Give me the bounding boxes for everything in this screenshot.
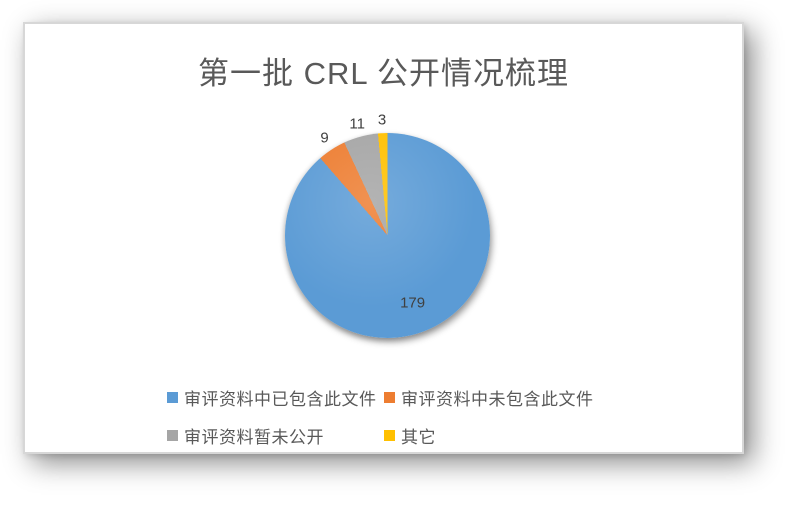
chart-title: 第一批 CRL 公开情况梳理 [197, 56, 570, 91]
legend-swatch-icon [167, 392, 178, 403]
legend-swatch-icon [167, 430, 178, 441]
legend-item: 其它 [384, 423, 594, 448]
legend-item-label: 审评资料中未包含此文件 [401, 390, 594, 409]
data-label: 9 [320, 129, 329, 147]
legend-item-label: 其它 [401, 428, 436, 447]
data-label: 11 [349, 115, 365, 133]
pie-chart [285, 133, 490, 338]
legend-swatch-icon [384, 430, 395, 441]
data-label: 3 [377, 111, 387, 129]
data-label: 179 [400, 294, 426, 312]
chart-frame: 第一批 CRL 公开情况梳理 179 9 11 3 审评资料中已包含此文件 审评资料中未… [23, 22, 744, 454]
legend-item: 审评资料中未包含此文件 [384, 385, 594, 410]
legend-swatch-icon [384, 392, 395, 403]
legend-item: 审评资料中已包含此文件 [167, 385, 384, 410]
legend-item-label: 审评资料暂未公开 [184, 428, 324, 447]
legend-item-label: 审评资料中已包含此文件 [184, 390, 377, 409]
chart-legend: 审评资料中已包含此文件 审评资料中未包含此文件审评资料暂未公开 其它 [167, 385, 594, 448]
legend-item: 审评资料暂未公开 [167, 423, 384, 448]
